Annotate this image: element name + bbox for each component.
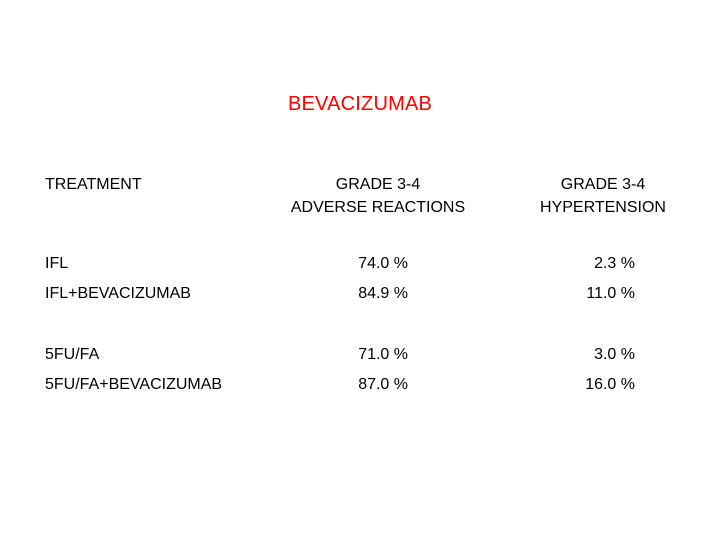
header-adverse-reactions: GRADE 3-4 ADVERSE REACTIONS: [262, 173, 494, 219]
hypertension-cell: 3.0 %: [594, 346, 635, 363]
adverse-reactions-cell: 87.0 %: [358, 376, 408, 393]
table-row: 5FU/FA 71.0 % 3.0 %: [0, 343, 720, 366]
treatment-cell: IFL+BEVACIZUMAB: [45, 285, 191, 302]
hypertension-cell: 2.3 %: [594, 255, 635, 272]
slide-title: BEVACIZUMAB: [287, 93, 433, 115]
hypertension-cell: 11.0 %: [586, 285, 635, 302]
header-adverse-line1: GRADE 3-4: [335, 176, 421, 193]
header-hyper-line2: HYPERTENSION: [540, 199, 666, 216]
treatment-cell: IFL: [45, 255, 69, 272]
table-row: 5FU/FA+BEVACIZUMAB 87.0 % 16.0 %: [0, 373, 720, 396]
header-adverse-line2: ADVERSE REACTIONS: [290, 199, 466, 216]
header-treatment: TREATMENT: [45, 176, 142, 193]
hypertension-cell: 16.0 %: [585, 376, 635, 393]
table-row: IFL+BEVACIZUMAB 84.9 % 11.0 %: [0, 282, 720, 305]
treatment-cell: 5FU/FA: [45, 346, 100, 363]
adverse-reactions-cell: 74.0 %: [358, 255, 408, 272]
header-hypertension: GRADE 3-4 HYPERTENSION: [520, 173, 686, 219]
treatment-cell: 5FU/FA+BEVACIZUMAB: [45, 376, 223, 393]
table-row: IFL 74.0 % 2.3 %: [0, 252, 720, 275]
header-hyper-line1: GRADE 3-4: [560, 176, 646, 193]
adverse-reactions-cell: 84.9 %: [358, 285, 408, 302]
adverse-reactions-cell: 71.0 %: [358, 346, 408, 363]
